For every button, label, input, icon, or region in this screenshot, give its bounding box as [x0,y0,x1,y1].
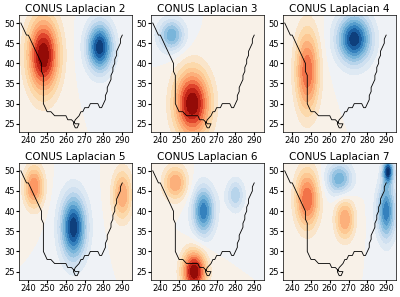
Title: CONUS Laplacian 7: CONUS Laplacian 7 [289,152,390,162]
Title: CONUS Laplacian 6: CONUS Laplacian 6 [157,152,258,162]
Title: CONUS Laplacian 2: CONUS Laplacian 2 [25,4,126,14]
Title: CONUS Laplacian 4: CONUS Laplacian 4 [289,4,390,14]
Title: CONUS Laplacian 3: CONUS Laplacian 3 [157,4,258,14]
Title: CONUS Laplacian 5: CONUS Laplacian 5 [25,152,126,162]
